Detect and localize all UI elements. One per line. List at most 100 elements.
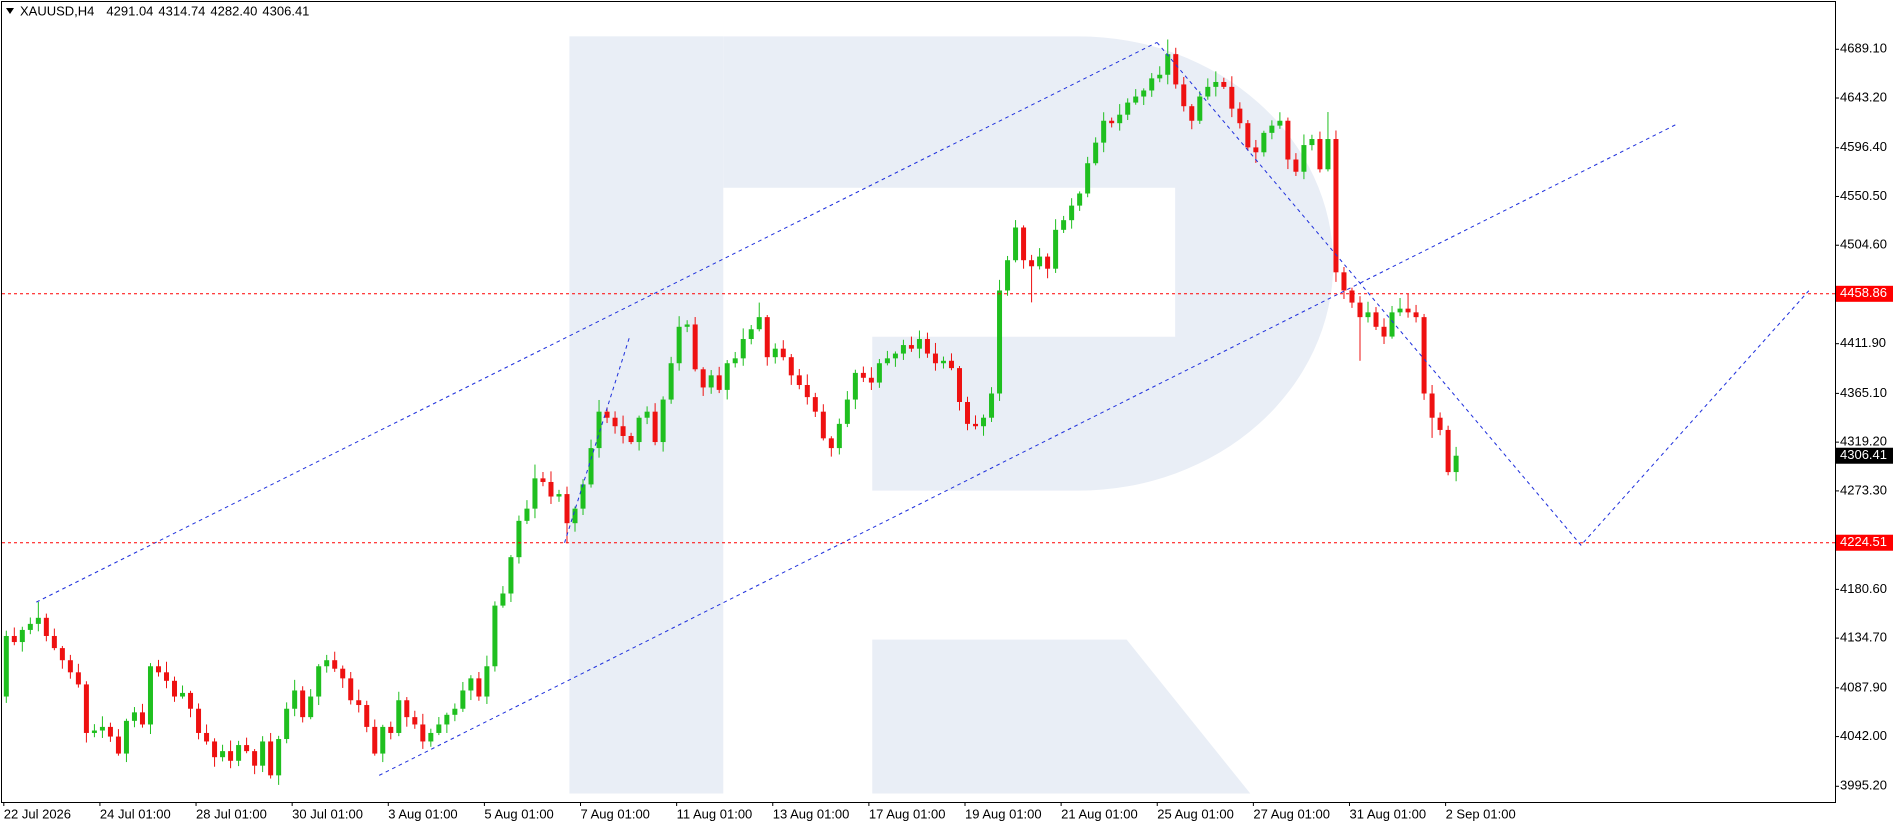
- logo-bowl: [723, 36, 1334, 491]
- candle-body: [1333, 139, 1339, 273]
- candle-body: [860, 372, 866, 378]
- candle-body: [348, 678, 354, 701]
- candle-body: [868, 377, 874, 383]
- candle-body: [908, 345, 914, 349]
- candle-body: [564, 494, 570, 524]
- candle-body: [652, 411, 658, 443]
- candle-body: [1037, 256, 1043, 267]
- candle-body: [628, 435, 634, 443]
- candle-body: [404, 700, 410, 718]
- candle-body: [1365, 312, 1371, 318]
- candle-body: [1077, 193, 1083, 206]
- candle-body: [1245, 123, 1251, 148]
- candles: [3, 39, 1459, 785]
- candle-body: [364, 705, 370, 727]
- candle-body: [1069, 205, 1075, 221]
- candle-body: [732, 358, 738, 364]
- candle-body: [1053, 229, 1059, 269]
- y-tick-label: 4319.20: [1840, 434, 1887, 449]
- candle-body: [1453, 455, 1459, 473]
- channel-upper: [36, 41, 1158, 603]
- candle-body: [244, 745, 250, 752]
- candle-body: [1197, 96, 1203, 121]
- candle-body: [604, 411, 610, 418]
- candle-body: [115, 736, 121, 754]
- candle-body: [356, 700, 362, 706]
- y-tick-label: 4180.60: [1840, 581, 1887, 596]
- y-tick-label: 4087.90: [1840, 679, 1887, 694]
- candle-body: [1221, 81, 1227, 87]
- candle-body: [59, 648, 65, 661]
- candle-body: [188, 692, 194, 709]
- last-price-label: 4306.41: [1840, 447, 1887, 462]
- candle-body: [1237, 108, 1243, 124]
- candle-body: [19, 629, 25, 643]
- candle-body: [1189, 106, 1195, 121]
- candle-body: [83, 684, 89, 733]
- candle-body: [668, 363, 674, 400]
- candle-body: [236, 745, 242, 761]
- y-tick-label: 4689.10: [1840, 41, 1887, 56]
- candle-body: [139, 712, 145, 725]
- level-label-box: [1836, 285, 1893, 302]
- candle-body: [540, 478, 546, 482]
- y-tick-label: 4550.50: [1840, 188, 1887, 203]
- candle-body: [196, 708, 202, 733]
- candle-body: [708, 375, 714, 388]
- candle-body: [372, 726, 378, 754]
- candle-body: [164, 672, 169, 681]
- x-tick-label: 19 Aug 01:00: [965, 806, 1042, 821]
- candle-body: [900, 345, 906, 354]
- x-tick-label: 13 Aug 01:00: [773, 806, 850, 821]
- candle-body: [1005, 260, 1011, 291]
- candle-body: [508, 557, 514, 594]
- candle-body: [724, 363, 730, 390]
- candle-body: [35, 617, 41, 624]
- candle-body: [1093, 142, 1099, 164]
- candle-body: [788, 357, 794, 376]
- candle-body: [388, 726, 394, 733]
- candle-body: [772, 348, 778, 358]
- candle-body: [380, 726, 386, 754]
- candle-body: [131, 712, 137, 721]
- candle-body: [1029, 260, 1035, 267]
- candle-body: [612, 417, 618, 427]
- y-tick-label: 4134.70: [1840, 630, 1887, 645]
- candle-body: [420, 724, 426, 742]
- candle-body: [324, 660, 330, 667]
- candle-body: [1141, 90, 1147, 97]
- candle-body: [940, 360, 946, 364]
- candle-body: [11, 635, 17, 643]
- candle-body: [948, 360, 954, 369]
- candle-body: [532, 478, 538, 509]
- candle-body: [468, 678, 474, 691]
- candle-body: [308, 696, 314, 718]
- candle-body: [1397, 308, 1403, 313]
- candle-body: [1045, 256, 1051, 269]
- candle-body: [676, 326, 682, 364]
- y-tick-label: 3995.20: [1840, 778, 1887, 793]
- candle-body: [852, 372, 858, 400]
- candle-body: [1085, 163, 1091, 194]
- candle-body: [884, 358, 890, 364]
- x-tick-label: 22 Jul 2026: [4, 806, 71, 821]
- header-value: 4291.04: [106, 3, 153, 18]
- candle-body: [1213, 81, 1219, 87]
- x-tick-label: 21 Aug 01:00: [1061, 806, 1138, 821]
- candle-body: [180, 692, 186, 697]
- candle-body: [316, 666, 322, 697]
- candle-body: [220, 751, 226, 758]
- candle-body: [204, 732, 210, 742]
- last-price-box: [1836, 447, 1893, 464]
- candle-body: [51, 635, 57, 649]
- candle-body: [1061, 220, 1067, 230]
- candle-body: [636, 417, 642, 443]
- y-tick-label: 4273.30: [1840, 482, 1887, 497]
- candle-body: [1165, 54, 1171, 75]
- candle-body: [1117, 114, 1123, 124]
- level-label: 4458.86: [1840, 285, 1887, 300]
- y-tick-label: 4643.20: [1840, 89, 1887, 104]
- candle-body: [1109, 120, 1115, 124]
- candle-body: [284, 708, 290, 740]
- candle-body: [43, 617, 49, 636]
